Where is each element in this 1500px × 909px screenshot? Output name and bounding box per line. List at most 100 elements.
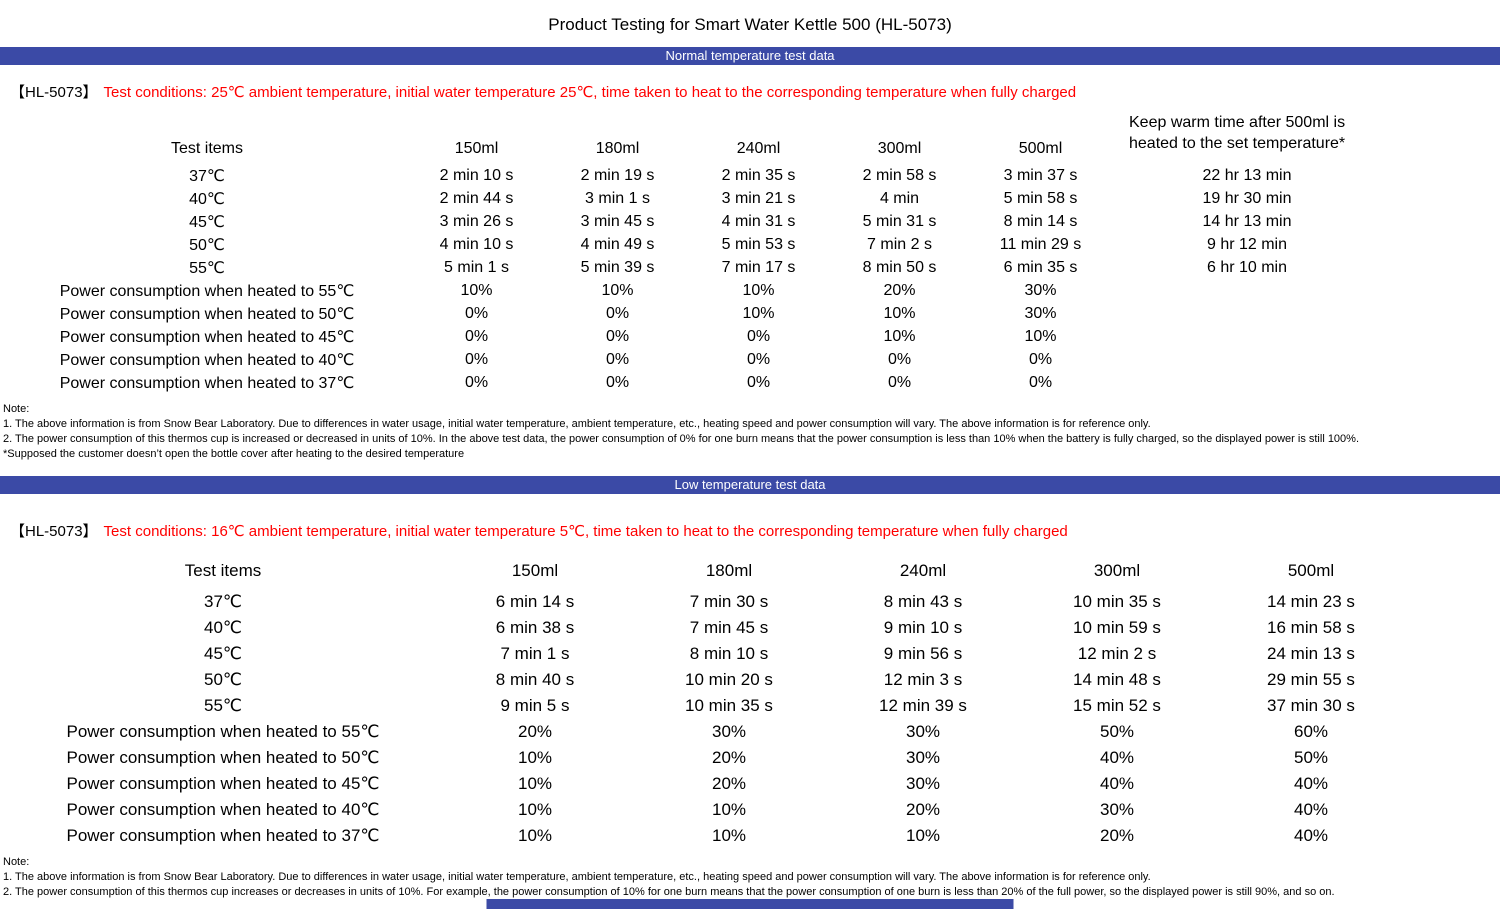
note-line: 2. The power consumption of this thermos…: [3, 433, 1360, 445]
value-cell: 10%: [517, 748, 553, 767]
table-row: Power consumption when heated to 40℃ 10% 1…: [8, 797, 1408, 823]
volume-header: 500ml: [1287, 561, 1335, 580]
table-row: 55℃ 5 min 1 s 5 min 39 s 7 min 17 s 8 min 50…: [8, 256, 1383, 279]
value-cell: 0%: [746, 327, 771, 345]
row-label: Power consumption when heated to 55℃: [59, 282, 355, 300]
banner-normal-temp: Normal temperature test data: [0, 47, 1500, 65]
value-cell: 16 min 58 s: [1267, 618, 1355, 637]
value-cell: 30%: [905, 774, 941, 793]
keep-warm-cell: 22 hr 13 min: [1202, 166, 1292, 184]
volume-header: 150ml: [511, 561, 559, 580]
value-cell: 20%: [883, 281, 916, 299]
value-cell: 0%: [605, 350, 630, 368]
table-row: Power consumption when heated to 40℃ 0% 0%…: [8, 348, 1383, 371]
value-cell: 7 min 2 s: [867, 235, 932, 253]
table-row: Power consumption when heated to 37℃ 10% 1…: [8, 823, 1408, 849]
table-row: 37℃ 6 min 14 s 7 min 30 s 8 min 43 s 10 min …: [8, 589, 1408, 615]
value-cell: 3 min 37 s: [1003, 166, 1078, 184]
value-cell: 30%: [1024, 304, 1057, 322]
model-tag: 【HL-5073】: [10, 523, 98, 540]
normal-temp-table: Test items 150ml 180ml 240ml 300ml 500ml Keep …: [8, 112, 1383, 394]
keep-warm-cell: 14 hr 13 min: [1202, 212, 1292, 230]
row-label: 45℃: [203, 644, 242, 663]
header-row: Test items 150ml 180ml 240ml 300ml 500ml Keep …: [8, 112, 1383, 164]
value-cell: 7 min 45 s: [689, 618, 769, 637]
value-cell: 11 min 29 s: [999, 235, 1082, 253]
value-cell: 8 min 43 s: [883, 592, 963, 611]
value-cell: 10%: [742, 304, 775, 322]
value-cell: 40%: [1293, 826, 1329, 845]
table-row: Power consumption when heated to 37℃ 0% 0%…: [8, 371, 1383, 394]
value-cell: 50%: [1293, 748, 1329, 767]
value-cell: 12 min 39 s: [879, 696, 967, 715]
value-cell: 8 min 14 s: [1003, 212, 1078, 230]
value-cell: 9 min 5 s: [500, 696, 570, 715]
value-cell: 6 min 38 s: [495, 618, 575, 637]
row-label: Power consumption when heated to 50℃: [66, 748, 380, 767]
value-cell: 4 min: [879, 189, 920, 207]
keep-warm-cell: [1111, 371, 1383, 394]
conditions-text-low: Test conditions: 16℃ ambient temperature…: [103, 523, 1068, 540]
value-cell: 2 min 10 s: [439, 166, 514, 184]
value-cell: 14 min 48 s: [1073, 670, 1161, 689]
value-cell: 9 min 56 s: [883, 644, 963, 663]
value-cell: 10%: [1024, 327, 1057, 345]
keep-warm-cell: 6 hr 10 min: [1206, 258, 1288, 276]
test-conditions-low: 【HL-5073】 Test conditions: 16℃ ambient te…: [10, 522, 1500, 541]
keep-warm-cell: [1111, 279, 1383, 302]
value-cell: 50%: [1099, 722, 1135, 741]
value-cell: 10%: [883, 304, 916, 322]
value-cell: 40%: [1293, 774, 1329, 793]
row-label: Power consumption when heated to 37℃: [66, 826, 380, 845]
value-cell: 30%: [905, 748, 941, 767]
table-row: 50℃ 8 min 40 s 10 min 20 s 12 min 3 s 14 min…: [8, 667, 1408, 693]
value-cell: 20%: [905, 800, 941, 819]
value-cell: 0%: [605, 304, 630, 322]
value-cell: 0%: [464, 304, 489, 322]
volume-header: 150ml: [454, 140, 499, 157]
value-cell: 5 min 58 s: [1003, 189, 1078, 207]
row-label: 37℃: [203, 592, 242, 611]
value-cell: 10%: [742, 281, 775, 299]
value-cell: 0%: [605, 327, 630, 345]
low-temp-table: Test items 150ml 180ml 240ml 300ml 500ml 37℃ 6 …: [8, 555, 1408, 849]
volume-header: 240ml: [899, 561, 947, 580]
volume-header: 300ml: [1093, 561, 1141, 580]
value-cell: 24 min 13 s: [1267, 644, 1355, 663]
row-label: 37℃: [189, 167, 225, 185]
value-cell: 10 min 35 s: [1073, 592, 1161, 611]
value-cell: 20%: [1099, 826, 1135, 845]
page-title: Product Testing for Smart Water Kettle 5…: [548, 15, 952, 34]
value-cell: 8 min 40 s: [495, 670, 575, 689]
value-cell: 10%: [517, 774, 553, 793]
table-row: 55℃ 9 min 5 s 10 min 35 s 12 min 39 s 15 min…: [8, 693, 1408, 719]
value-cell: 0%: [1028, 350, 1053, 368]
value-cell: 29 min 55 s: [1267, 670, 1355, 689]
value-cell: 10%: [883, 327, 916, 345]
row-label: Power consumption when heated to 40℃: [59, 351, 355, 369]
value-cell: 10 min 20 s: [685, 670, 773, 689]
table-row: Power consumption when heated to 50℃ 0% 0%…: [8, 302, 1383, 325]
value-cell: 2 min 44 s: [439, 189, 514, 207]
value-cell: 5 min 53 s: [721, 235, 796, 253]
row-label: 45℃: [189, 213, 225, 231]
value-cell: 15 min 52 s: [1073, 696, 1161, 715]
value-cell: 0%: [746, 350, 771, 368]
value-cell: 10%: [517, 800, 553, 819]
keep-warm-header: Keep warm time after 500ml is heated to …: [1129, 114, 1346, 152]
value-cell: 3 min 26 s: [439, 212, 514, 230]
banner-low-temp: Low temperature test data: [0, 476, 1500, 494]
row-label: 40℃: [203, 618, 242, 637]
partial-banner: [486, 899, 1014, 909]
notes-low: Note: 1. The above information is from Sn…: [3, 855, 1500, 900]
row-label: Power consumption when heated to 55℃: [66, 722, 380, 741]
table-row: 45℃ 3 min 26 s 3 min 45 s 4 min 31 s 5 min 3…: [8, 210, 1383, 233]
value-cell: 2 min 58 s: [862, 166, 937, 184]
value-cell: 3 min 1 s: [585, 189, 650, 207]
row-label: 55℃: [189, 259, 225, 277]
value-cell: 4 min 49 s: [580, 235, 655, 253]
value-cell: 2 min 35 s: [721, 166, 796, 184]
row-label: 50℃: [189, 236, 225, 254]
value-cell: 0%: [605, 373, 630, 391]
keep-warm-cell: [1111, 348, 1383, 371]
